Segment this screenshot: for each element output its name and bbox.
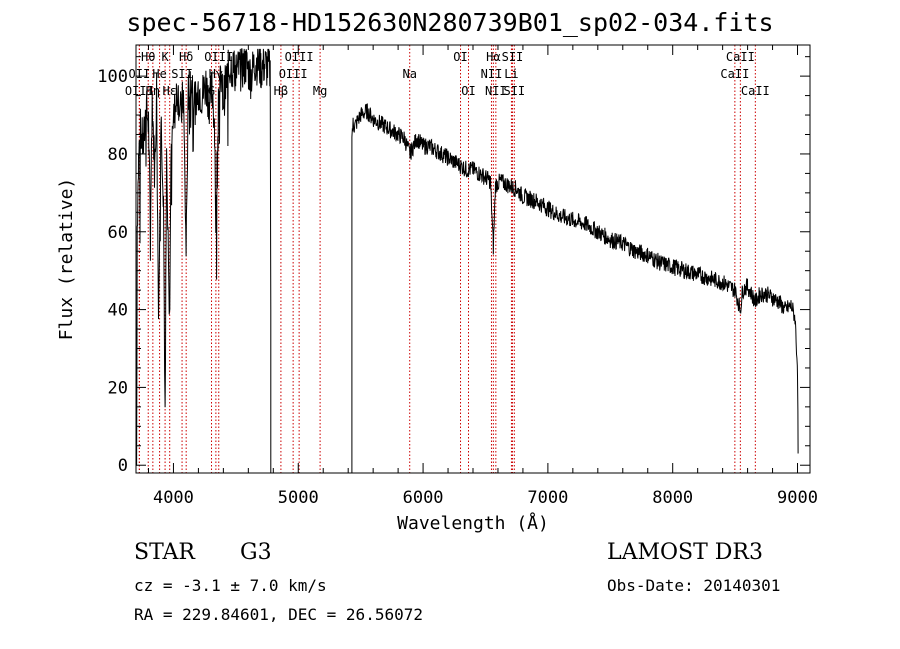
chart-title: spec-56718-HD152630N280739B01_sp02-034.f… <box>126 8 774 37</box>
line-marker-label: Hε <box>162 84 176 98</box>
line-marker-label: Hθ <box>141 50 155 64</box>
line-marker-label: OI <box>461 84 475 98</box>
line-marker-label: Hδ <box>179 50 193 64</box>
line-marker-label: He <box>152 67 166 81</box>
line-marker-label: NII <box>481 67 503 81</box>
y-axis-label: Flux (relative) <box>56 178 77 341</box>
object-type: STAR <box>134 540 195 565</box>
redshift-velocity: cz = -3.1 ± 7.0 km/s <box>134 576 327 595</box>
line-marker-label: CaII <box>720 67 749 81</box>
line-marker-label: G <box>208 84 215 98</box>
line-marker-label: SII <box>503 84 525 98</box>
line-marker-label: OIII <box>204 50 233 64</box>
line-marker-label: Hβ <box>274 84 288 98</box>
plot-frame <box>135 44 811 474</box>
x-tick-label: 5000 <box>278 488 319 508</box>
line-marker-label: SII <box>171 67 193 81</box>
x-tick-label: 4000 <box>153 488 194 508</box>
line-marker-label: NII <box>485 84 507 98</box>
x-tick-label: 7000 <box>527 488 568 508</box>
line-marker-label: SII <box>502 50 524 64</box>
y-tick-label: 80 <box>108 145 128 165</box>
survey-name: LAMOST DR3 <box>607 540 763 565</box>
y-tick-label: 0 <box>118 456 128 476</box>
line-marker-label: OIII <box>125 84 154 98</box>
line-marker-label: Mg <box>313 84 327 98</box>
line-marker-label: OIII <box>285 50 314 64</box>
line-marker-label: Hη <box>146 84 160 98</box>
line-marker-label: OI <box>453 50 467 64</box>
x-tick-label: 8000 <box>652 488 693 508</box>
line-marker-label: Li <box>504 67 518 81</box>
x-tick-label: 9000 <box>777 488 818 508</box>
spectral-subclass: G3 <box>240 540 272 565</box>
y-tick-label: 40 <box>108 301 128 321</box>
line-marker-label: CaII <box>726 50 755 64</box>
observation-date: Obs-Date: 20140301 <box>607 576 781 595</box>
line-marker-label: Hγ <box>209 67 223 81</box>
line-marker-label: Na <box>402 67 416 81</box>
spectrum-line <box>136 48 799 474</box>
line-marker-label: OIII <box>279 67 308 81</box>
x-axis-label: Wavelength (Å) <box>397 512 549 534</box>
x-tick-label: 6000 <box>403 488 444 508</box>
y-tick-label: 100 <box>97 67 128 87</box>
line-marker-label: K <box>161 50 169 64</box>
line-marker-label: CaII <box>741 84 770 98</box>
line-marker-label: Hα <box>486 50 500 64</box>
line-marker-label: OII <box>129 67 151 81</box>
coordinates: RA = 229.84601, DEC = 26.56072 <box>134 605 423 624</box>
y-tick-label: 20 <box>108 378 128 398</box>
y-tick-label: 60 <box>108 223 128 243</box>
